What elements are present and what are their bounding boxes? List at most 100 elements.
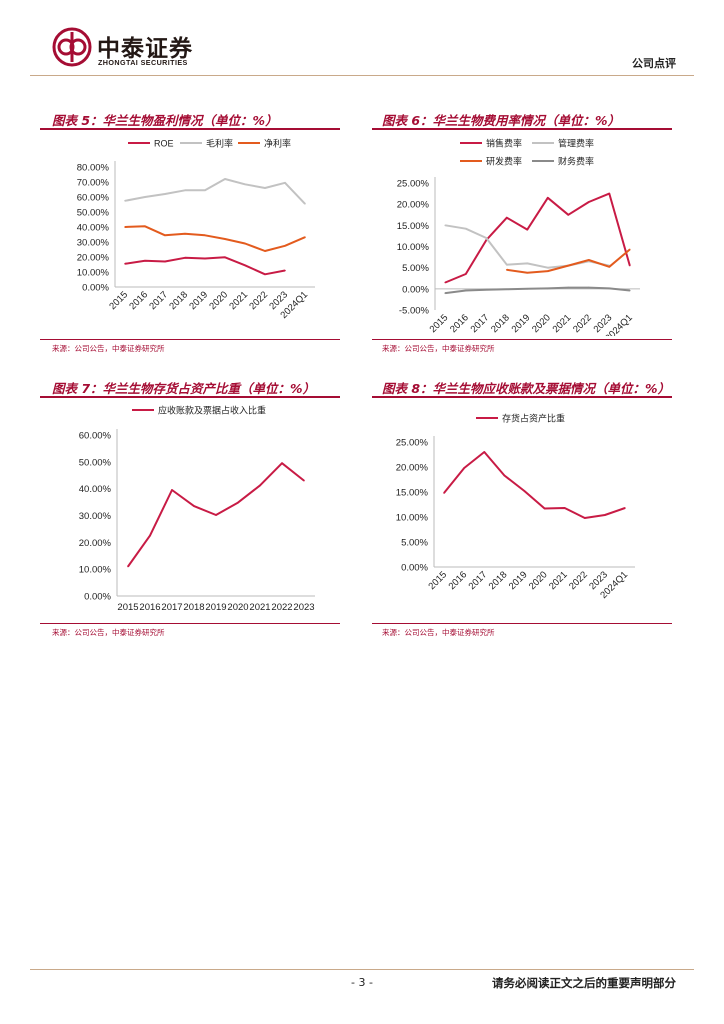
y-tick-label: 15.00% xyxy=(397,221,430,232)
figure-6-title: 图表 6：华兰生物费用率情况（单位：%） xyxy=(382,113,621,128)
y-tick-label: 10.00% xyxy=(397,242,430,253)
series-line-0 xyxy=(443,451,626,519)
legend-label-0: 销售费率 xyxy=(486,138,522,149)
data-point-0 xyxy=(164,260,166,263)
series-line-0 xyxy=(444,192,631,284)
legend-label-1: 管理费率 xyxy=(558,138,594,149)
x-tick-label: 2015 xyxy=(107,289,130,312)
legend-label-0: 应收账款及票据占收入比重 xyxy=(158,405,266,416)
legend-label-2: 净利率 xyxy=(264,138,291,149)
data-point-0 xyxy=(443,492,445,494)
y-tick-label: 20.00% xyxy=(397,200,430,211)
series-line-2 xyxy=(124,225,306,252)
figure-5-bottom-rule xyxy=(40,339,340,340)
brand-name-cn: 中泰证券 xyxy=(97,36,193,62)
data-point-1 xyxy=(264,187,266,189)
x-tick-label: 2017 xyxy=(147,289,170,312)
data-point-0 xyxy=(505,216,508,219)
figure-7-bottom-rule xyxy=(40,623,340,624)
y-tick-label: 60.00% xyxy=(77,193,110,204)
figure-7-top-rule xyxy=(40,396,340,398)
y-tick-label: 5.00% xyxy=(401,538,428,549)
x-tick-label: 2015 xyxy=(117,602,138,613)
footer-divider xyxy=(30,969,694,970)
figure-6-bottom-rule xyxy=(372,339,672,340)
data-point-3 xyxy=(587,286,590,289)
x-tick-label: 2022 xyxy=(571,312,594,335)
data-point-2 xyxy=(546,270,549,272)
data-point-1 xyxy=(144,196,146,198)
y-tick-label: 30.00% xyxy=(79,511,112,522)
data-point-0 xyxy=(144,259,146,262)
data-point-1 xyxy=(526,262,529,265)
data-point-1 xyxy=(505,263,508,266)
x-tick-label: 2020 xyxy=(227,602,248,613)
series-line-0 xyxy=(124,256,286,276)
data-point-2 xyxy=(587,259,590,261)
y-tick-label: 10.00% xyxy=(396,513,429,524)
data-point-0 xyxy=(204,257,206,260)
data-point-2 xyxy=(304,236,306,238)
data-point-0 xyxy=(526,228,529,231)
y-tick-label: 0.00% xyxy=(82,283,109,294)
series-line-2 xyxy=(506,248,631,274)
x-tick-label: 2019 xyxy=(510,312,533,335)
x-tick-label: 2019 xyxy=(187,289,210,312)
figure-8-top-rule xyxy=(372,396,672,398)
data-point-3 xyxy=(505,288,508,291)
figure-7-source: 来源：公司公告，中泰证券研究所 xyxy=(52,628,165,637)
legend-label-0: 存货占资产比重 xyxy=(502,413,565,424)
x-tick-label: 2022 xyxy=(567,569,590,592)
data-point-0 xyxy=(444,281,447,284)
data-point-2 xyxy=(526,271,529,274)
data-point-2 xyxy=(608,266,611,268)
figure-7-chart: 0.00% 10.00% 20.00% 30.00% 40.00% 50.00% 60.00… xyxy=(79,405,315,613)
x-tick-label: 2021 xyxy=(227,289,250,312)
data-point-3 xyxy=(608,287,611,290)
data-point-0 xyxy=(224,256,226,259)
data-point-2 xyxy=(505,268,508,271)
data-point-0 xyxy=(567,213,570,216)
data-point-0 xyxy=(503,474,506,477)
data-point-2 xyxy=(284,244,286,247)
data-point-1 xyxy=(244,183,246,186)
y-tick-label: 25.00% xyxy=(397,179,430,190)
data-point-2 xyxy=(184,232,186,235)
x-tick-label: 2016 xyxy=(447,569,470,592)
data-point-3 xyxy=(628,289,631,292)
figure-6-source: 来源：公司公告，中泰证券研究所 xyxy=(382,344,495,353)
data-point-0 xyxy=(124,262,126,265)
x-tick-label: 2017 xyxy=(469,312,492,335)
x-tick-label: 2021 xyxy=(249,602,270,613)
y-tick-label: -5.00% xyxy=(399,306,430,317)
x-tick-label: 2017 xyxy=(161,602,182,613)
data-point-0 xyxy=(464,273,467,275)
data-point-0 xyxy=(264,273,266,276)
data-point-1 xyxy=(444,224,447,227)
y-tick-label: 50.00% xyxy=(77,208,110,219)
data-point-2 xyxy=(224,238,226,240)
data-point-2 xyxy=(628,248,631,251)
data-point-1 xyxy=(204,189,206,192)
y-tick-label: 80.00% xyxy=(77,163,110,174)
figure-8-title: 图表 8：华兰生物应收账款及票据情况（单位：%） xyxy=(382,381,671,396)
y-tick-label: 25.00% xyxy=(396,438,429,449)
y-tick-label: 20.00% xyxy=(77,253,110,264)
x-tick-label: 2016 xyxy=(127,289,150,312)
data-point-0 xyxy=(149,534,151,537)
data-point-1 xyxy=(164,193,166,195)
y-tick-label: 0.00% xyxy=(84,592,111,603)
data-point-0 xyxy=(628,264,631,267)
data-point-0 xyxy=(546,197,549,199)
figure-8-chart: 0.00%5.00%10.00%15.00%20.00%25.00%201520… xyxy=(396,413,635,601)
x-tick-label: 2020 xyxy=(527,569,550,592)
y-tick-label: 60.00% xyxy=(79,431,112,442)
header-divider xyxy=(30,75,694,76)
x-tick-label: 2018 xyxy=(487,569,510,592)
x-tick-label: 2020 xyxy=(530,312,553,335)
y-tick-label: 10.00% xyxy=(79,565,112,576)
data-point-3 xyxy=(567,286,570,289)
data-point-2 xyxy=(164,234,166,237)
data-point-0 xyxy=(281,462,283,464)
y-tick-label: 10.00% xyxy=(77,268,110,279)
